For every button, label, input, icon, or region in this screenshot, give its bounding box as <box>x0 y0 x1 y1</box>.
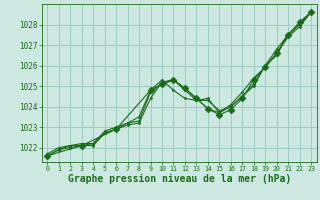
X-axis label: Graphe pression niveau de la mer (hPa): Graphe pression niveau de la mer (hPa) <box>68 174 291 184</box>
